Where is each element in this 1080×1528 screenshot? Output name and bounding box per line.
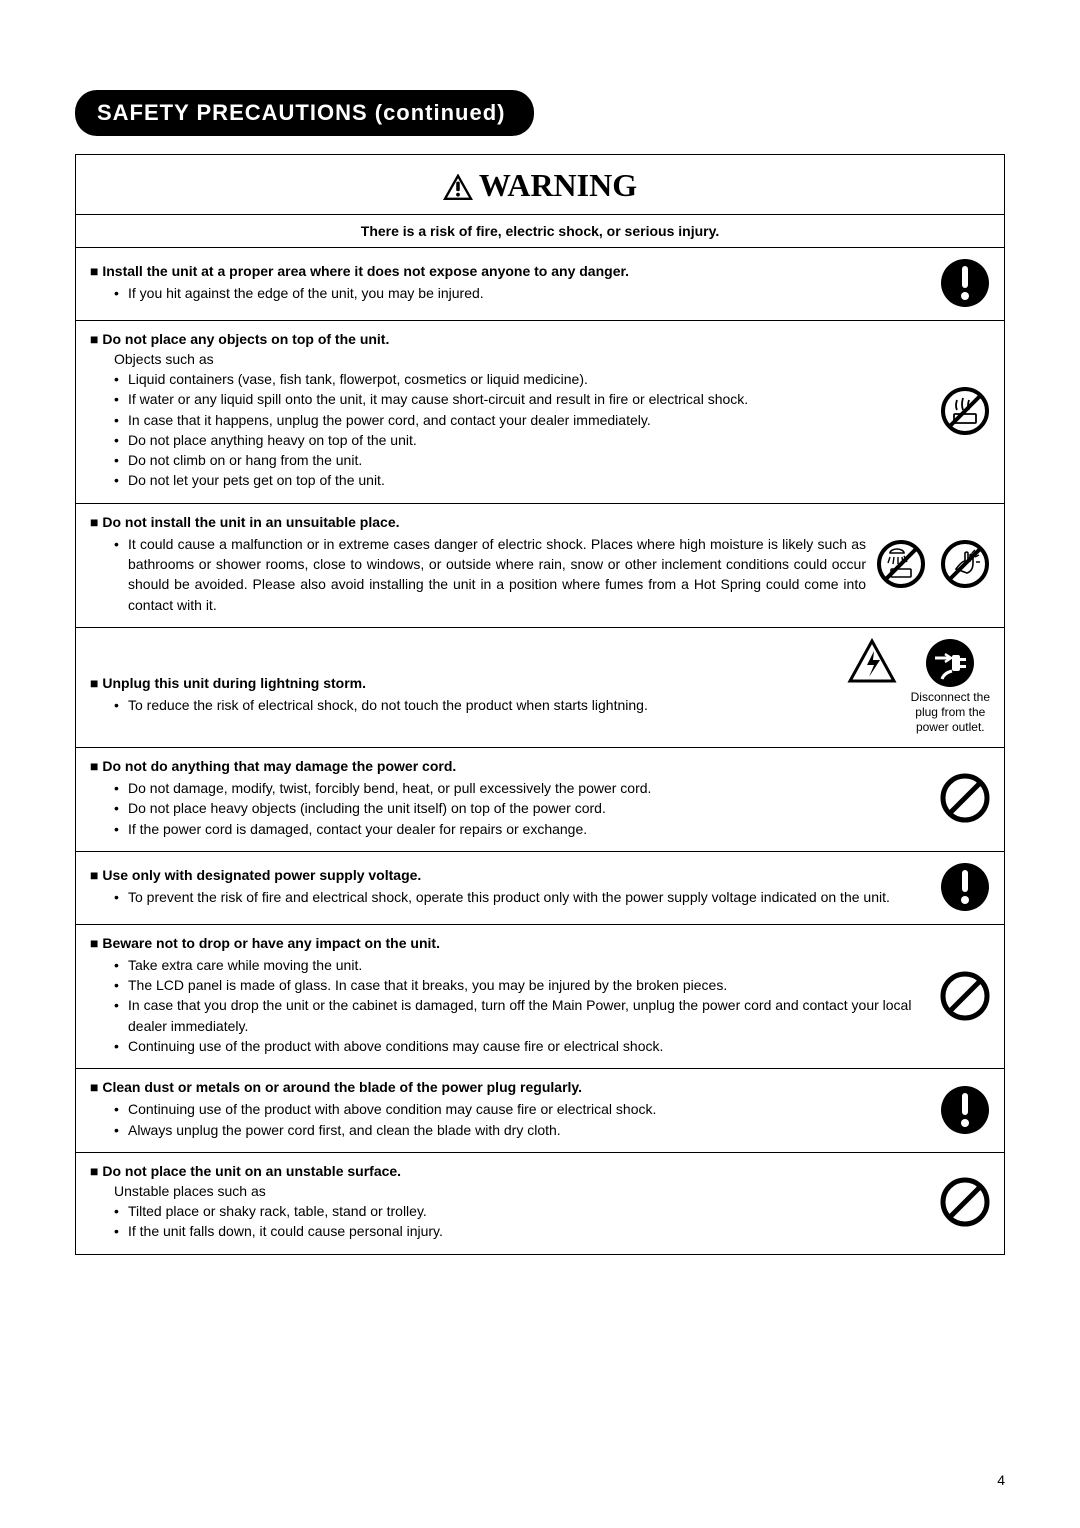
- icon-column: [940, 258, 990, 308]
- bullet-list: Do not damage, modify, twist, forcibly b…: [114, 778, 930, 839]
- section-heading: Install the unit at a proper area where …: [90, 263, 930, 279]
- intro-text: Unstable places such as: [114, 1183, 930, 1199]
- bullet-list: It could cause a malfunction or in extre…: [114, 534, 866, 615]
- section-text: Install the unit at a proper area where …: [90, 263, 940, 303]
- section-heading: Beware not to drop or have any impact on…: [90, 935, 930, 951]
- bullet-list: Liquid containers (vase, fish tank, flow…: [114, 369, 930, 491]
- mandatory-icon: [940, 1085, 990, 1135]
- section-heading: Clean dust or metals on or around the bl…: [90, 1079, 930, 1095]
- page-header: SAFETY PRECAUTIONS (continued): [75, 90, 534, 136]
- list-item: Liquid containers (vase, fish tank, flow…: [114, 369, 930, 389]
- bullet-list: To reduce the risk of electrical shock, …: [114, 695, 837, 715]
- icon-column: [940, 1177, 990, 1227]
- unplug-icon-stack: Disconnect the plug from the power outle…: [911, 638, 990, 735]
- icon-column: [940, 386, 990, 436]
- list-item: Do not damage, modify, twist, forcibly b…: [114, 778, 930, 798]
- bullet-list: Continuing use of the product with above…: [114, 1099, 930, 1140]
- section-heading: Do not do anything that may damage the p…: [90, 758, 930, 774]
- section-text: Use only with designated power supply vo…: [90, 867, 940, 907]
- icon-column: [940, 1085, 990, 1135]
- list-item: Do not let your pets get on top of the u…: [114, 470, 930, 490]
- warning-triangle-icon: [443, 174, 473, 200]
- bullet-list: If you hit against the edge of the unit,…: [114, 283, 930, 303]
- list-item: To prevent the risk of fire and electric…: [114, 887, 930, 907]
- list-item: The LCD panel is made of glass. In case …: [114, 975, 930, 995]
- no-shower-icon: [876, 539, 926, 589]
- list-item: Take extra care while moving the unit.: [114, 955, 930, 975]
- section-impact: Beware not to drop or have any impact on…: [76, 925, 1004, 1069]
- section-clean-plug: Clean dust or metals on or around the bl…: [76, 1069, 1004, 1153]
- section-text: Do not place any objects on top of the u…: [90, 331, 940, 491]
- list-item: It could cause a malfunction or in extre…: [114, 534, 866, 615]
- bullet-list: Tilted place or shaky rack, table, stand…: [114, 1201, 930, 1242]
- section-heading: Do not place the unit on an unstable sur…: [90, 1163, 930, 1179]
- electric-shock-icon: [847, 638, 897, 688]
- list-item: Always unplug the power cord first, and …: [114, 1120, 930, 1140]
- section-unstable-surface: Do not place the unit on an unstable sur…: [76, 1153, 1004, 1254]
- list-item: In case that it happens, unplug the powe…: [114, 410, 930, 430]
- icon-column: [940, 862, 990, 912]
- prohibit-icon: [940, 773, 990, 823]
- section-heading: Use only with designated power supply vo…: [90, 867, 930, 883]
- warning-subhead: There is a risk of fire, electric shock,…: [76, 215, 1004, 248]
- bullet-list: To prevent the risk of fire and electric…: [114, 887, 930, 907]
- no-wet-hand-icon: [940, 539, 990, 589]
- list-item: Do not place anything heavy on top of th…: [114, 430, 930, 450]
- list-item: If the unit falls down, it could cause p…: [114, 1221, 930, 1241]
- warning-title-text: WARNING: [479, 167, 637, 203]
- warning-box: WARNING There is a risk of fire, electri…: [75, 154, 1005, 1255]
- section-text: Clean dust or metals on or around the bl…: [90, 1079, 940, 1140]
- section-heading: Do not install the unit in an unsuitable…: [90, 514, 866, 530]
- section-text: Do not place the unit on an unstable sur…: [90, 1163, 940, 1242]
- unplug-icon: [925, 638, 975, 688]
- warning-title: WARNING: [76, 155, 1004, 215]
- list-item: Continuing use of the product with above…: [114, 1036, 930, 1056]
- section-lightning: Unplug this unit during lightning storm.…: [76, 628, 1004, 748]
- section-heading: Do not place any objects on top of the u…: [90, 331, 930, 347]
- icon-column: Disconnect the plug from the power outle…: [847, 638, 990, 735]
- list-item: To reduce the risk of electrical shock, …: [114, 695, 837, 715]
- page-number: 4: [997, 1472, 1005, 1488]
- section-text: Do not do anything that may damage the p…: [90, 758, 940, 839]
- intro-text: Objects such as: [114, 351, 930, 367]
- list-item: In case that you drop the unit or the ca…: [114, 995, 930, 1036]
- list-item: Do not place heavy objects (including th…: [114, 798, 930, 818]
- no-wet-icon: [940, 386, 990, 436]
- section-text: Beware not to drop or have any impact on…: [90, 935, 940, 1056]
- list-item: If water or any liquid spill onto the un…: [114, 389, 930, 409]
- list-item: Do not climb on or hang from the unit.: [114, 450, 930, 470]
- bullet-list: Take extra care while moving the unit. T…: [114, 955, 930, 1056]
- icon-column: [940, 773, 990, 823]
- section-no-objects-on-top: Do not place any objects on top of the u…: [76, 321, 1004, 504]
- list-item: If you hit against the edge of the unit,…: [114, 283, 930, 303]
- section-heading: Unplug this unit during lightning storm.: [90, 675, 837, 691]
- mandatory-icon: [940, 258, 990, 308]
- unplug-caption: Disconnect the plug from the power outle…: [911, 690, 990, 735]
- icon-column: [876, 539, 990, 589]
- prohibit-icon: [940, 971, 990, 1021]
- section-install-proper-area: Install the unit at a proper area where …: [76, 248, 1004, 321]
- section-unsuitable-place: Do not install the unit in an unsuitable…: [76, 504, 1004, 628]
- mandatory-icon: [940, 862, 990, 912]
- prohibit-icon: [940, 1177, 990, 1227]
- list-item: If the power cord is damaged, contact yo…: [114, 819, 930, 839]
- section-text: Do not install the unit in an unsuitable…: [90, 514, 876, 615]
- section-power-cord-damage: Do not do anything that may damage the p…: [76, 748, 1004, 852]
- list-item: Continuing use of the product with above…: [114, 1099, 930, 1119]
- section-text: Unplug this unit during lightning storm.…: [90, 675, 847, 735]
- icon-column: [940, 971, 990, 1021]
- list-item: Tilted place or shaky rack, table, stand…: [114, 1201, 930, 1221]
- section-voltage: Use only with designated power supply vo…: [76, 852, 1004, 925]
